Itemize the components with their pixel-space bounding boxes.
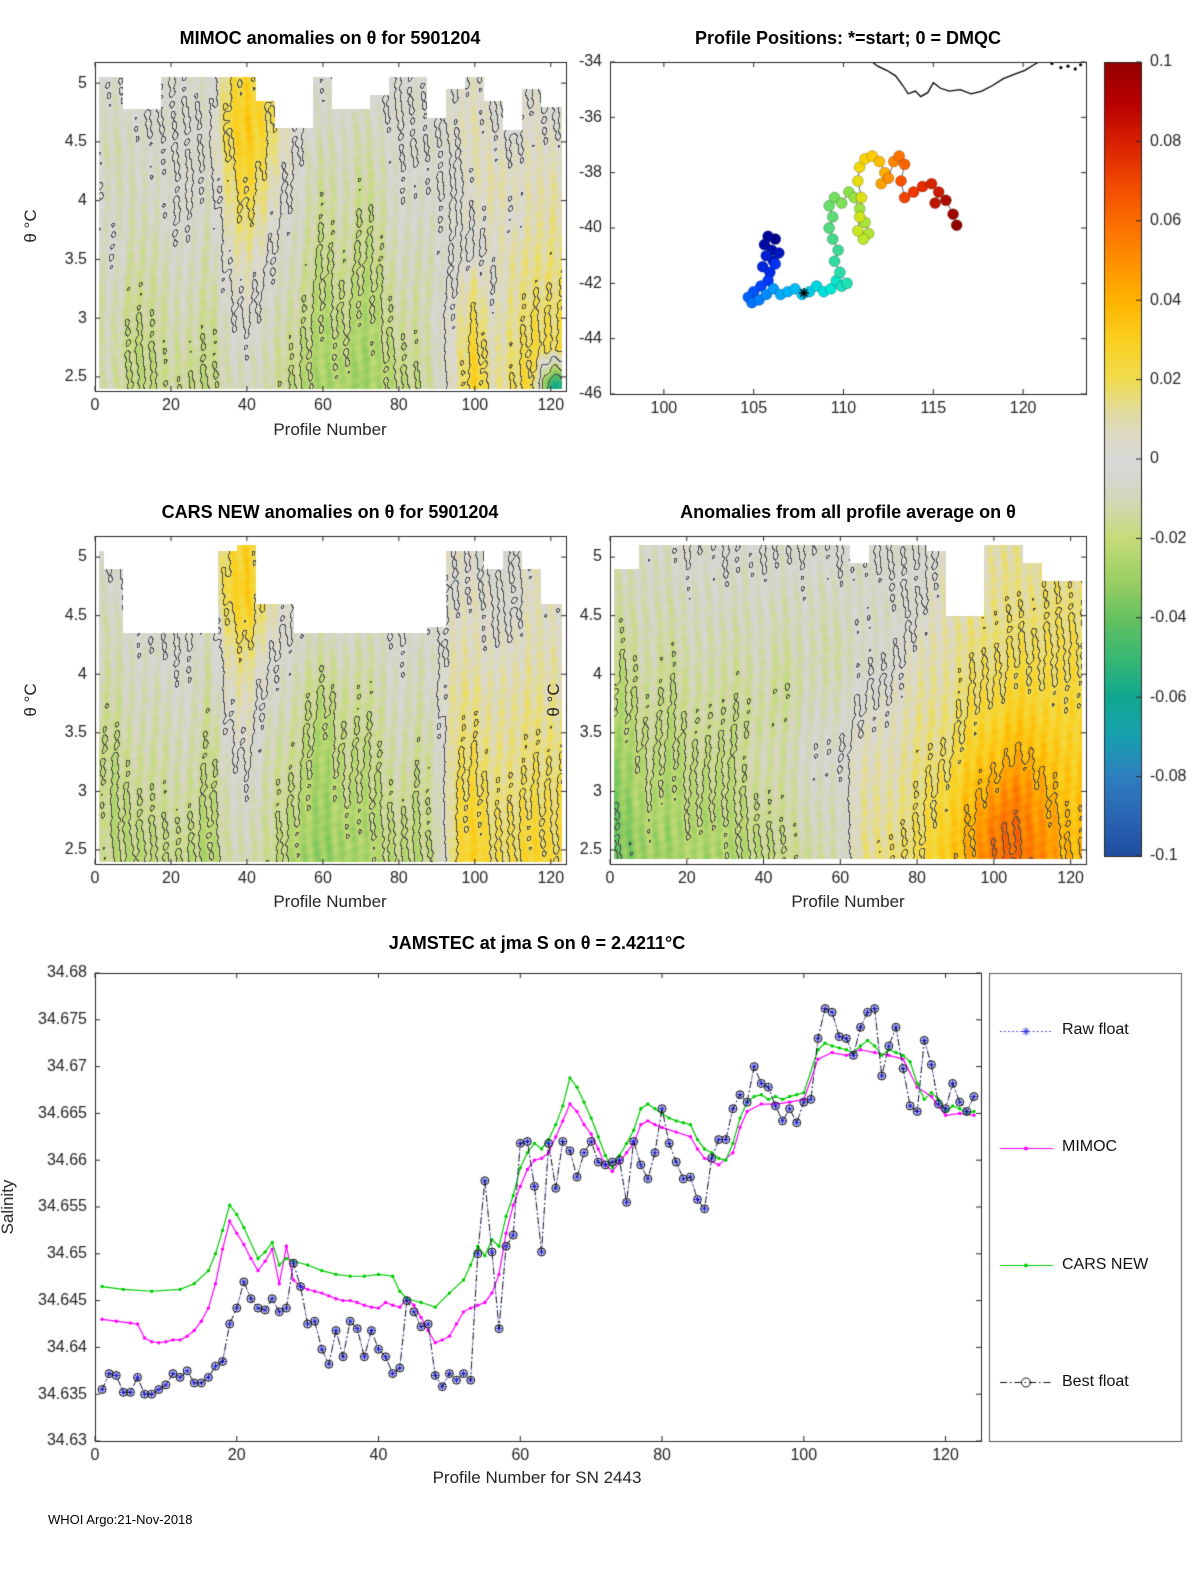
argo-dmqc-figure: MIMOC anomalies on θ for 5901204 Profile… [0, 0, 1200, 1575]
figure-canvas [0, 0, 1200, 1575]
